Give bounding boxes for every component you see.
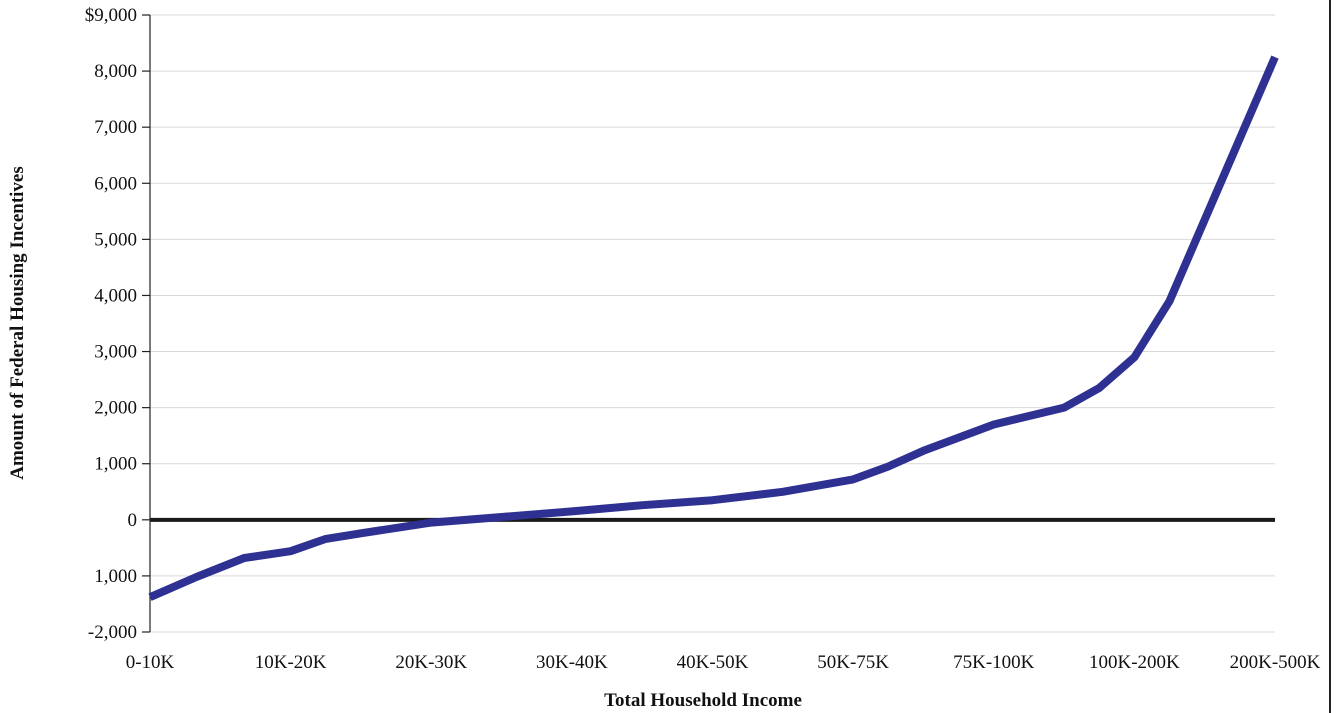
x-tick-label: 100K-200K bbox=[1089, 652, 1180, 673]
x-tick-label: 20K-30K bbox=[395, 652, 467, 673]
y-tick-label: 2,000 bbox=[94, 398, 137, 419]
y-tick-label: 6,000 bbox=[94, 173, 137, 194]
y-tick-label: 4,000 bbox=[94, 285, 137, 306]
y-tick-label: -2,000 bbox=[88, 622, 137, 643]
x-tick-label: 200K-500K bbox=[1230, 652, 1321, 673]
y-tick-label: 1,000 bbox=[94, 454, 137, 475]
y-axis-title: Amount of Federal Housing Incentives bbox=[7, 166, 28, 480]
y-tick-label: 0 bbox=[128, 510, 138, 531]
x-axis-title: Total Household Income bbox=[604, 690, 802, 711]
y-tick-label: 8,000 bbox=[94, 61, 137, 82]
grid-lines bbox=[150, 14, 1275, 633]
x-tick-label: 40K-50K bbox=[677, 652, 749, 673]
x-tick-label: 30K-40K bbox=[536, 652, 608, 673]
y-tick-label: 3,000 bbox=[94, 342, 137, 363]
y-tick-label: $9,000 bbox=[85, 5, 137, 26]
series-line bbox=[148, 55, 1279, 601]
x-tick-label: 75K-100K bbox=[953, 652, 1035, 673]
y-axis-ticks: $9,000 8,000 7,000 6,000 5,000 4,000 3,000 2,00… bbox=[85, 5, 150, 643]
x-tick-label: 50K-75K bbox=[817, 652, 889, 673]
x-tick-label: 10K-20K bbox=[255, 652, 327, 673]
y-tick-label: 5,000 bbox=[94, 229, 137, 250]
x-axis-ticks: 0-10K 10K-20K 20K-30K 30K-40K 40K-50K 50K-75K… bbox=[126, 652, 1321, 673]
y-tick-label: 7,000 bbox=[94, 117, 137, 138]
x-tick-label: 0-10K bbox=[126, 652, 175, 673]
y-tick-label: 1,000 bbox=[94, 566, 137, 587]
